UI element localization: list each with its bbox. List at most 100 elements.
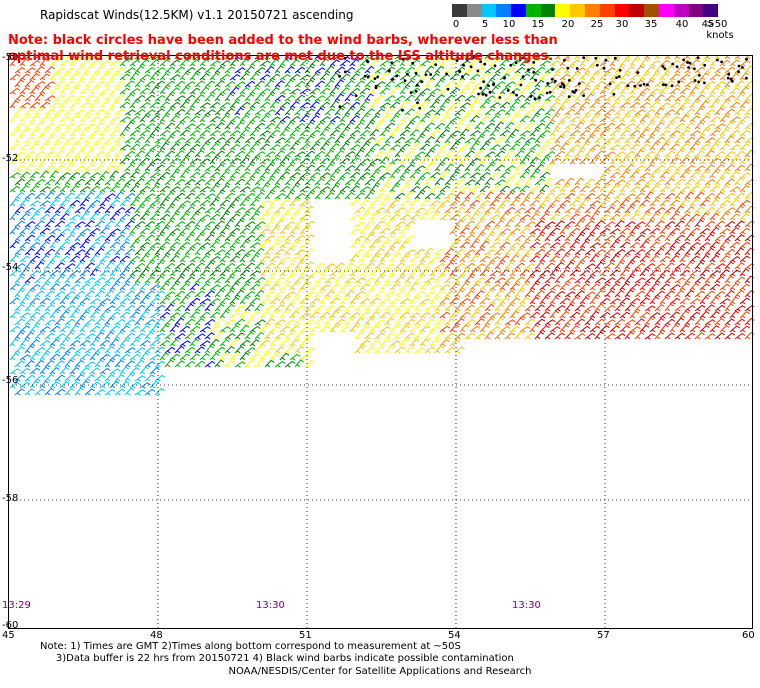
wind-barb [469, 115, 480, 123]
wind-barb [374, 345, 385, 354]
wind-barb [174, 66, 185, 74]
wind-barb [659, 324, 669, 333]
wind-barb [189, 100, 200, 109]
wind-barb [9, 325, 21, 333]
wind-barb [394, 55, 406, 60]
wind-barb [309, 185, 321, 193]
wind-barb [169, 254, 180, 263]
wind-barb [614, 219, 625, 228]
wind-barb [269, 226, 280, 235]
wind-barb [554, 318, 565, 326]
wind-barb [129, 143, 141, 151]
wind-barb [489, 326, 501, 333]
wind-barb [159, 114, 170, 123]
wind-barb [629, 268, 640, 277]
wind-barb [104, 233, 115, 242]
wind-barb [184, 178, 196, 186]
wind-barb [699, 72, 710, 81]
wind-barb [644, 79, 655, 88]
wind-barb [309, 156, 320, 165]
wind-barb [689, 86, 699, 95]
wind-barb [399, 157, 411, 165]
wind-barb [104, 67, 116, 74]
wind-barb [464, 332, 476, 340]
wind-barb [709, 241, 720, 249]
wind-barb [739, 143, 750, 151]
wind-barb [684, 149, 695, 158]
wind-barb [504, 233, 515, 242]
wind-barb [549, 185, 561, 193]
wind-barb [44, 319, 56, 326]
wind-barb [454, 94, 466, 102]
wind-barb [604, 221, 616, 228]
wind-barb [339, 157, 351, 165]
wind-barb [499, 199, 510, 207]
wind-barb [479, 324, 490, 333]
wind-barb [129, 115, 141, 123]
wind-barb [604, 191, 614, 200]
wind-barb [84, 178, 95, 186]
wind-barb [564, 65, 575, 74]
wind-barb [249, 142, 260, 151]
wind-barb [39, 227, 51, 235]
wind-barb [684, 80, 696, 88]
wind-barb [489, 158, 501, 165]
wind-barb [394, 192, 406, 200]
wind-barb [589, 128, 600, 137]
wind-barb [164, 107, 175, 116]
wind-barb [24, 136, 35, 144]
wind-barb [419, 60, 431, 67]
wind-barb [684, 164, 696, 172]
wind-barb [79, 228, 91, 235]
wind-barb [564, 55, 576, 60]
wind-barb [324, 305, 336, 312]
wind-barb [709, 311, 720, 319]
wind-barb [304, 94, 316, 102]
wind-barb [494, 150, 506, 158]
wind-barb [39, 311, 51, 319]
wind-barb [619, 143, 631, 151]
wind-barb [124, 387, 135, 396]
wind-barb [744, 290, 754, 298]
wind-barb [694, 136, 705, 144]
wind-barb [139, 310, 150, 319]
wind-barb [284, 291, 296, 298]
wind-barb [469, 100, 479, 109]
wind-barb [164, 248, 175, 256]
wind-barb [269, 353, 280, 361]
wind-barb [84, 233, 95, 242]
wind-barb [449, 240, 460, 249]
wind-barb [579, 101, 590, 109]
wind-barb [224, 233, 235, 242]
wind-map [8, 55, 754, 630]
wind-barb [354, 149, 365, 158]
wind-barb [704, 164, 715, 172]
wind-barb [739, 86, 750, 95]
wind-barb [429, 296, 439, 305]
wind-barb [509, 114, 520, 123]
wind-barb [704, 220, 716, 228]
wind-barb [414, 318, 426, 326]
wind-barb [154, 55, 166, 60]
wind-barb [384, 135, 395, 144]
wind-barb [454, 262, 466, 270]
wind-barb [34, 276, 46, 284]
wind-barb [294, 345, 305, 354]
wind-barb [174, 178, 186, 186]
wind-barb [724, 94, 736, 102]
wind-barb [124, 318, 136, 326]
wind-barb [199, 353, 210, 361]
wind-barb [584, 93, 595, 102]
wind-barb [399, 214, 411, 221]
wind-barb [539, 254, 549, 263]
wind-barb [254, 303, 264, 312]
wind-barb [709, 129, 721, 137]
wind-barb [589, 310, 600, 319]
wind-barb [664, 262, 675, 270]
wind-barb [264, 318, 275, 326]
wind-barb [519, 185, 530, 193]
wind-barb [349, 115, 360, 123]
wind-barb [659, 157, 671, 165]
wind-barb [84, 347, 96, 354]
wind-barb [159, 142, 169, 151]
